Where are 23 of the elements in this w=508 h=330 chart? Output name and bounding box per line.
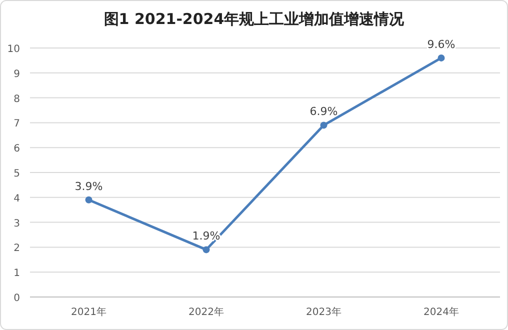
x-tick-label: 2023年	[306, 306, 342, 318]
point	[320, 122, 328, 129]
data-label: 9.6%	[427, 38, 456, 51]
y-tick-label: 0	[14, 293, 20, 304]
y-tick-label: 4	[14, 193, 20, 204]
y-tick-label: 1	[14, 268, 20, 280]
point	[438, 54, 445, 62]
x-tick-label: 2024年	[424, 306, 459, 318]
y-tick-label: 7	[14, 118, 20, 130]
data-label: 6.9%	[310, 105, 338, 118]
y-tick-label: 2	[14, 243, 20, 254]
y-tick-label: 10	[7, 44, 20, 55]
y-tick-label: 9	[14, 68, 20, 80]
point	[85, 196, 92, 204]
chart-title: 图1 2021-2024年规上工业增加值增速情况	[104, 10, 406, 28]
data-label: 3.9%	[74, 180, 103, 193]
y-tick-label: 8	[14, 94, 20, 105]
x-tick-label: 2021年	[71, 306, 106, 318]
y-tick-label: 6	[14, 144, 20, 155]
x-tick-label: 2022年	[188, 306, 224, 318]
y-tick-label: 5	[14, 168, 20, 180]
y-tick-label: 3	[14, 218, 20, 230]
point	[202, 246, 210, 254]
